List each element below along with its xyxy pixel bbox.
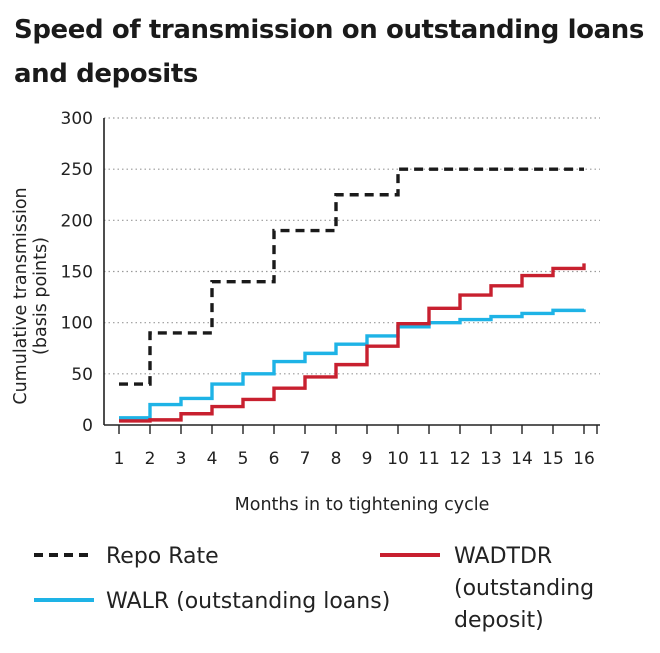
chart-title: Speed of transmission on outstanding loa… <box>14 15 644 89</box>
y-tick-label: 150 <box>61 263 93 283</box>
x-tick-label: 16 <box>573 449 595 469</box>
legend-label-wadtdr-line-1: WADTDR <box>454 544 552 569</box>
x-tick-label: 8 <box>331 449 342 469</box>
y-axis-ticks: 0 50 100 150 200 250 300 <box>61 109 93 436</box>
gridlines <box>104 117 600 375</box>
y-tick-label: 250 <box>61 160 93 180</box>
x-tick-label: 2 <box>145 449 156 469</box>
x-tick-label: 11 <box>418 449 440 469</box>
x-tick-label: 7 <box>300 449 311 469</box>
x-tick-label: 3 <box>176 449 187 469</box>
y-axis-label-line-2: (basis points) <box>31 237 51 355</box>
legend-item-repo-rate: Repo Rate <box>34 544 219 569</box>
legend-item-walr: WALR (outstanding loans) <box>34 589 390 614</box>
x-tick-label: 4 <box>207 449 218 469</box>
legend-label-walr: WALR (outstanding loans) <box>106 589 390 614</box>
x-tick-label: 13 <box>480 449 502 469</box>
series-line-repo <box>119 167 584 386</box>
x-tick-label: 1 <box>114 449 125 469</box>
x-tick-label: 5 <box>238 449 249 469</box>
series-line-wadtdr <box>119 263 586 423</box>
series-line-walr <box>119 308 586 420</box>
x-axis-ticks: 1 2 3 4 5 6 7 8 9 10 11 12 13 14 15 16 <box>114 425 598 469</box>
series-lines <box>119 167 586 423</box>
y-tick-label: 0 <box>82 416 93 436</box>
legend-label-repo-rate: Repo Rate <box>106 544 219 569</box>
x-tick-label: 6 <box>269 449 280 469</box>
y-axis-label: Cumulative transmission (basis points) <box>11 187 51 404</box>
y-tick-label: 300 <box>61 109 93 129</box>
legend: Repo Rate WALR (outstanding loans) WADTD… <box>34 544 594 633</box>
x-tick-label: 9 <box>362 449 373 469</box>
x-axis-label: Months in to tightening cycle <box>235 495 490 515</box>
y-tick-label: 200 <box>61 211 93 231</box>
legend-label-wadtdr-line-3: deposit) <box>454 608 544 633</box>
legend-label-wadtdr-line-2: (outstanding <box>454 576 594 601</box>
y-axis-label-line-1: Cumulative transmission <box>11 187 31 404</box>
axes <box>103 118 600 426</box>
y-tick-label: 100 <box>61 314 93 334</box>
x-tick-label: 12 <box>449 449 471 469</box>
y-tick-label: 50 <box>71 365 93 385</box>
legend-item-wadtdr: WADTDR (outstanding deposit) <box>380 544 594 633</box>
x-tick-label: 14 <box>511 449 533 469</box>
x-tick-label: 15 <box>542 449 564 469</box>
x-tick-label: 10 <box>387 449 409 469</box>
